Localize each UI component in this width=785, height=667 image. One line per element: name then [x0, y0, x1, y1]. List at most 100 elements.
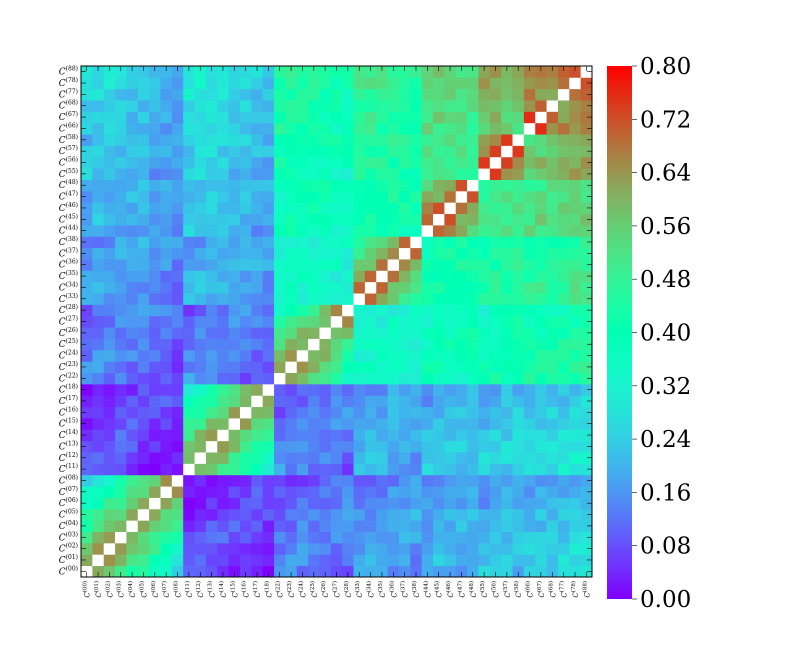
heatmap-cell	[387, 293, 400, 305]
heatmap-cell	[535, 111, 547, 124]
heatmap-cell	[251, 168, 264, 180]
heatmap-cell	[512, 77, 525, 90]
heatmap-cell	[217, 156, 230, 169]
heatmap-cell	[501, 202, 513, 215]
heatmap-cell	[478, 542, 491, 555]
heatmap-cell	[81, 247, 93, 260]
heatmap-cell	[126, 202, 139, 215]
heatmap-cell	[569, 202, 582, 215]
heatmap-cell	[398, 372, 411, 385]
heatmap-cell	[512, 293, 525, 305]
heatmap-cell	[353, 293, 366, 305]
heatmap-cell	[126, 372, 139, 385]
heatmap-cell	[387, 270, 400, 283]
heatmap-cell	[205, 293, 218, 305]
heatmap-cell	[149, 565, 161, 578]
heatmap-cell	[194, 508, 207, 521]
heatmap-cell	[364, 338, 377, 351]
heatmap-cell	[546, 88, 559, 101]
heatmap-cell	[387, 145, 400, 158]
heatmap-cell	[421, 349, 434, 362]
x-tick-label: C(34)	[366, 581, 376, 598]
heatmap-cell	[205, 236, 218, 249]
heatmap-cell	[183, 270, 195, 283]
heatmap-cell	[217, 281, 230, 294]
heatmap-cell	[296, 66, 309, 78]
heatmap-cell	[217, 270, 230, 283]
heatmap-cell	[489, 304, 502, 317]
heatmap-cell	[228, 486, 241, 498]
heatmap-cell	[364, 531, 377, 544]
heatmap-cell	[444, 122, 457, 135]
heatmap-cell	[376, 100, 388, 112]
heatmap-cell	[126, 463, 139, 476]
heatmap-cell	[455, 202, 468, 215]
heatmap-cell	[330, 88, 343, 101]
heatmap-cell	[455, 372, 468, 385]
heatmap-cell	[171, 122, 184, 135]
heatmap-cell	[546, 236, 559, 249]
heatmap-cell	[353, 554, 366, 567]
heatmap-cell	[523, 122, 536, 135]
heatmap-cell	[92, 145, 105, 158]
heatmap-cell	[467, 508, 479, 521]
heatmap-cell	[580, 531, 593, 544]
heatmap-cell	[398, 349, 411, 362]
heatmap-cell	[285, 66, 298, 78]
heatmap-cell	[115, 122, 127, 135]
heatmap-cell	[183, 383, 195, 396]
heatmap-cell	[92, 259, 105, 271]
heatmap-cell	[149, 474, 161, 487]
heatmap-cell	[489, 361, 502, 373]
y-tick-label: C(22)	[59, 372, 78, 384]
heatmap-cell	[376, 554, 388, 567]
heatmap-cell	[376, 236, 388, 249]
heatmap-cell	[319, 406, 332, 419]
heatmap-cell	[467, 554, 479, 567]
heatmap-cell	[205, 111, 218, 124]
heatmap-cell	[183, 202, 195, 215]
heatmap-cell	[410, 531, 423, 544]
heatmap-cell	[364, 349, 377, 362]
heatmap-cell	[296, 361, 309, 373]
heatmap-cell	[296, 145, 309, 158]
heatmap-cell	[92, 100, 105, 112]
heatmap-cell	[194, 418, 207, 430]
heatmap-cell	[103, 497, 116, 510]
x-tick-label: C(12)	[195, 581, 205, 598]
heatmap-cell	[455, 497, 468, 510]
colorbar-tick-label: 0.48	[640, 267, 691, 293]
heatmap-cell	[478, 452, 491, 464]
heatmap-cell	[421, 406, 434, 419]
heatmap-cell	[342, 88, 354, 101]
heatmap-cell	[421, 361, 434, 373]
heatmap-cell	[149, 315, 161, 328]
heatmap-cell	[81, 134, 93, 146]
heatmap-cell	[467, 247, 479, 260]
heatmap-cell	[160, 111, 173, 124]
heatmap-cell	[569, 531, 582, 544]
heatmap-cell	[501, 338, 513, 351]
heatmap-cell	[217, 304, 230, 317]
heatmap-cell	[364, 565, 377, 578]
heatmap-cell	[580, 542, 593, 555]
heatmap-cell	[512, 66, 525, 78]
y-tick-label: C(35)	[59, 270, 78, 282]
heatmap-cell	[467, 418, 479, 430]
heatmap-cell	[433, 293, 445, 305]
heatmap-cell	[115, 440, 127, 453]
heatmap-cell	[580, 202, 593, 215]
heatmap-cell	[535, 77, 547, 90]
heatmap-cell	[308, 270, 320, 283]
heatmap-cell	[239, 213, 252, 226]
heatmap-cell	[274, 281, 286, 294]
heatmap-cell	[353, 247, 366, 260]
heatmap-cell	[308, 395, 320, 408]
heatmap-cell	[319, 338, 332, 351]
heatmap-cell	[228, 542, 241, 555]
heatmap-cell	[387, 429, 400, 442]
heatmap-cell	[353, 383, 366, 396]
heatmap-cell	[274, 497, 286, 510]
heatmap-cell	[557, 134, 570, 146]
heatmap-cell	[171, 236, 184, 249]
